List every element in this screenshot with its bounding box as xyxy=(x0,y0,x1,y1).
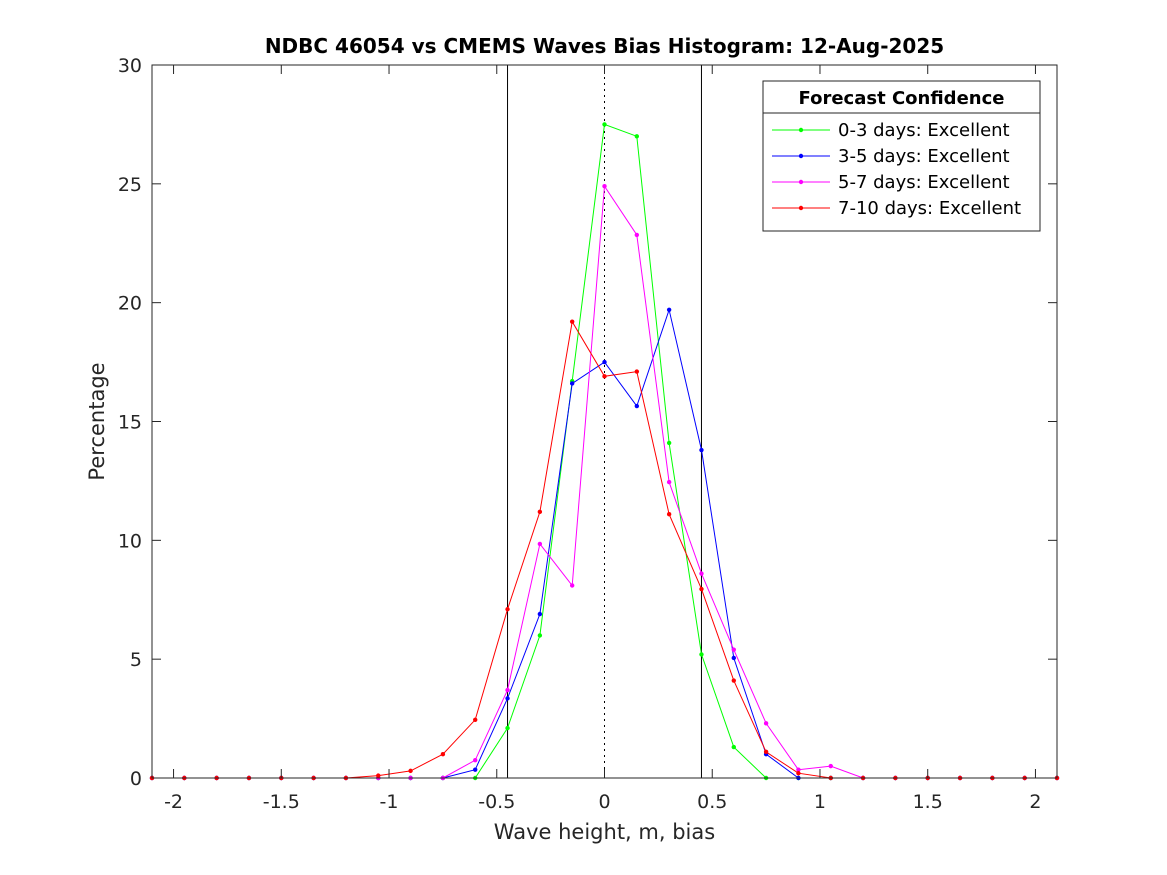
x-tick-label: -1 xyxy=(380,791,399,813)
legend-swatch-marker xyxy=(798,127,804,133)
data-point xyxy=(408,768,413,774)
y-tick-label: 5 xyxy=(130,649,142,671)
legend-item: 5-7 days: Excellent xyxy=(772,172,1010,193)
legend: Forecast Confidence 0-3 days: Excellent 3-… xyxy=(762,80,1041,232)
x-tick-label: 1.5 xyxy=(913,791,943,813)
data-point xyxy=(505,725,510,731)
data-point xyxy=(634,403,640,409)
data-point xyxy=(731,678,736,683)
data-point xyxy=(699,652,704,657)
y-tick-label: 15 xyxy=(118,412,142,434)
legend-item: 3-5 days: Excellent xyxy=(772,146,1010,167)
data-point xyxy=(569,381,575,386)
x-axis-ticks: -2 -1.5 -1 -0.5 0 0.5 1 1.5 2 xyxy=(164,65,1041,813)
y-axis-ticks: 0 5 10 15 20 25 30 xyxy=(118,55,1057,790)
data-point xyxy=(602,359,607,365)
data-point xyxy=(634,369,640,374)
legend-label: 7-10 days: Excellent xyxy=(838,198,1021,219)
legend-box xyxy=(762,80,1041,232)
data-point xyxy=(828,763,833,769)
chart-title: NDBC 46054 vs CMEMS Waves Bias Histogram… xyxy=(265,34,944,58)
x-axis-title: Wave height, m, bias xyxy=(494,820,715,844)
data-point xyxy=(699,447,704,453)
data-point xyxy=(602,122,607,127)
data-point xyxy=(634,232,640,238)
data-point xyxy=(763,721,769,726)
data-point xyxy=(699,571,704,576)
data-point xyxy=(699,586,704,592)
legend-label: 3-5 days: Excellent xyxy=(838,146,1010,167)
data-point xyxy=(763,749,769,755)
x-tick-label: 2 xyxy=(1029,791,1041,813)
data-point xyxy=(569,319,575,324)
y-tick-label: 0 xyxy=(130,768,142,790)
legend-title: Forecast Confidence xyxy=(799,88,1005,109)
x-tick-label: 1 xyxy=(814,791,826,813)
legend-swatch-marker xyxy=(798,205,804,211)
legend-label: 5-7 days: Excellent xyxy=(838,172,1010,193)
data-point xyxy=(537,611,543,617)
legend-label: 0-3 days: Excellent xyxy=(838,120,1010,141)
data-point xyxy=(796,771,801,776)
data-point xyxy=(505,696,510,701)
data-point xyxy=(537,509,543,515)
data-point xyxy=(569,583,575,588)
data-point xyxy=(666,440,672,446)
data-point xyxy=(537,541,543,547)
legend-item: 0-3 days: Excellent xyxy=(772,120,1010,141)
x-tick-label: -2 xyxy=(164,791,183,813)
data-point xyxy=(602,184,607,189)
data-point xyxy=(440,752,446,757)
data-point xyxy=(666,307,672,312)
data-point xyxy=(473,757,478,763)
y-tick-label: 25 xyxy=(118,174,142,196)
y-tick-label: 10 xyxy=(118,530,142,552)
data-point xyxy=(473,717,478,722)
data-point xyxy=(634,134,640,139)
data-point xyxy=(796,767,801,772)
data-point xyxy=(505,687,510,693)
legend-swatch-marker xyxy=(798,153,804,159)
data-point xyxy=(473,767,478,772)
data-point xyxy=(666,511,672,517)
data-point xyxy=(505,607,510,612)
data-point xyxy=(666,479,672,485)
x-tick-label: 0.5 xyxy=(697,791,727,813)
data-point xyxy=(537,633,543,638)
legend-item: 7-10 days: Excellent xyxy=(772,198,1021,219)
reference-lines xyxy=(507,65,702,778)
data-point xyxy=(731,744,736,750)
x-tick-label: -1.5 xyxy=(263,791,300,813)
data-point xyxy=(731,647,736,652)
y-axis-title: Percentage xyxy=(85,362,109,480)
data-point xyxy=(731,655,736,661)
y-tick-label: 30 xyxy=(118,55,142,77)
data-point xyxy=(602,374,607,379)
x-tick-label: -0.5 xyxy=(478,791,515,813)
y-tick-label: 20 xyxy=(118,293,142,315)
data-point xyxy=(376,773,381,778)
x-tick-label: 0 xyxy=(598,791,610,813)
legend-swatch-marker xyxy=(798,179,804,185)
